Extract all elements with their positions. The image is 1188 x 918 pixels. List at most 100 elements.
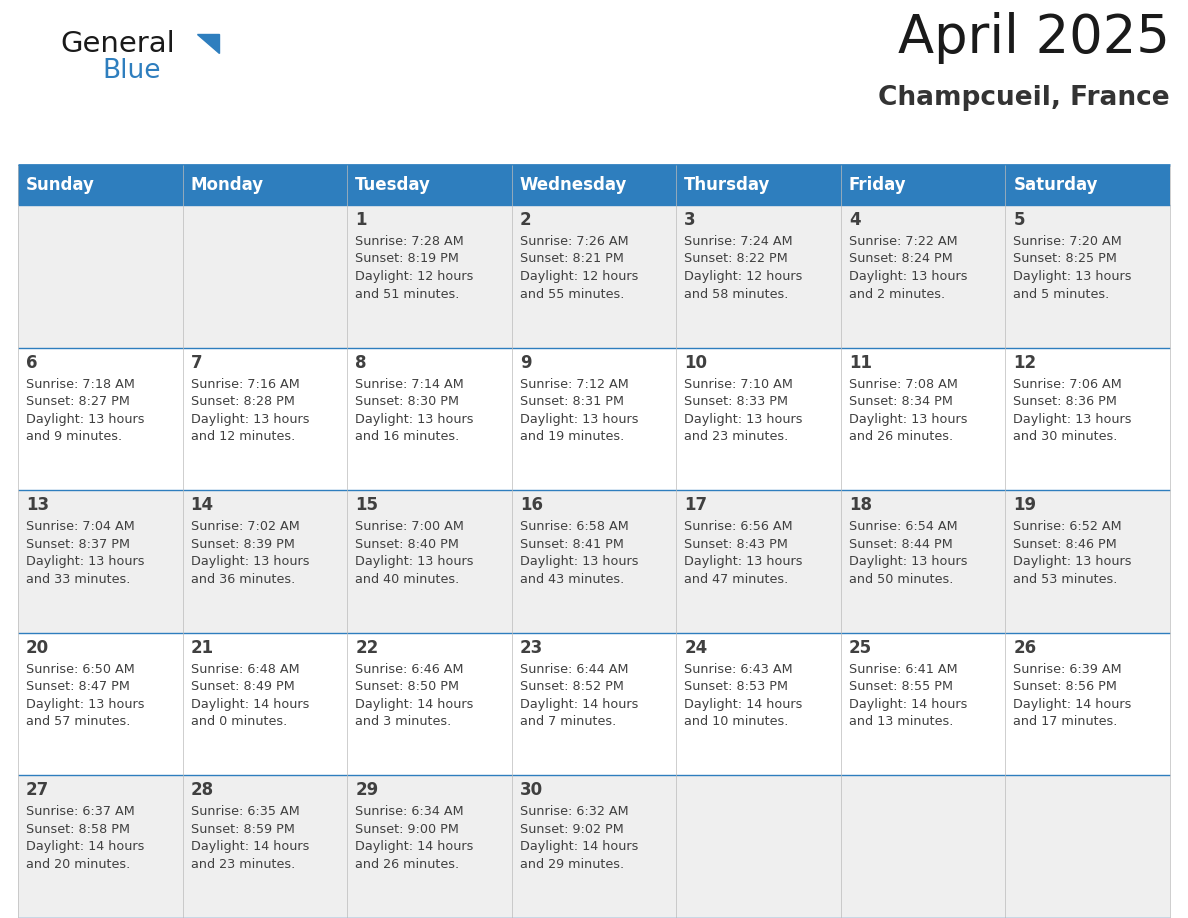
Text: Daylight: 14 hours: Daylight: 14 hours xyxy=(849,698,967,711)
Text: Sunset: 8:50 PM: Sunset: 8:50 PM xyxy=(355,680,459,693)
Text: Sunset: 8:30 PM: Sunset: 8:30 PM xyxy=(355,395,459,409)
Text: and 26 minutes.: and 26 minutes. xyxy=(849,431,953,443)
Bar xyxy=(841,165,1005,205)
Text: Sunday: Sunday xyxy=(26,176,95,194)
Bar xyxy=(1005,165,1170,205)
Text: and 3 minutes.: and 3 minutes. xyxy=(355,715,451,728)
Text: 18: 18 xyxy=(849,497,872,514)
Text: Sunrise: 7:16 AM: Sunrise: 7:16 AM xyxy=(190,377,299,390)
Text: 12: 12 xyxy=(1013,353,1037,372)
Text: Sunrise: 7:22 AM: Sunrise: 7:22 AM xyxy=(849,235,958,248)
Text: 26: 26 xyxy=(1013,639,1037,656)
Bar xyxy=(18,205,183,348)
Bar xyxy=(1005,490,1170,633)
Text: Sunset: 8:58 PM: Sunset: 8:58 PM xyxy=(26,823,129,836)
Bar xyxy=(512,165,676,205)
Bar xyxy=(512,205,676,348)
Bar xyxy=(676,348,841,490)
Text: Daylight: 14 hours: Daylight: 14 hours xyxy=(190,698,309,711)
Text: and 16 minutes.: and 16 minutes. xyxy=(355,431,460,443)
Text: Sunrise: 6:43 AM: Sunrise: 6:43 AM xyxy=(684,663,792,676)
Text: Sunset: 8:47 PM: Sunset: 8:47 PM xyxy=(26,680,129,693)
Text: Sunset: 8:28 PM: Sunset: 8:28 PM xyxy=(190,395,295,409)
Text: 3: 3 xyxy=(684,211,696,229)
Text: Sunrise: 7:18 AM: Sunrise: 7:18 AM xyxy=(26,377,135,390)
Text: Sunrise: 7:28 AM: Sunrise: 7:28 AM xyxy=(355,235,463,248)
Text: and 7 minutes.: and 7 minutes. xyxy=(519,715,615,728)
Bar xyxy=(676,490,841,633)
Text: 30: 30 xyxy=(519,781,543,800)
Text: Daylight: 14 hours: Daylight: 14 hours xyxy=(684,698,803,711)
Bar xyxy=(347,165,512,205)
Bar xyxy=(512,633,676,776)
Text: Daylight: 13 hours: Daylight: 13 hours xyxy=(355,412,474,426)
Text: Daylight: 13 hours: Daylight: 13 hours xyxy=(849,555,967,568)
Bar xyxy=(841,490,1005,633)
Text: Sunset: 8:27 PM: Sunset: 8:27 PM xyxy=(26,395,129,409)
Text: Sunrise: 7:10 AM: Sunrise: 7:10 AM xyxy=(684,377,794,390)
Bar xyxy=(347,205,512,348)
Bar xyxy=(347,348,512,490)
Text: Sunset: 8:49 PM: Sunset: 8:49 PM xyxy=(190,680,295,693)
Text: Sunrise: 6:46 AM: Sunrise: 6:46 AM xyxy=(355,663,463,676)
Text: Daylight: 14 hours: Daylight: 14 hours xyxy=(355,698,474,711)
Text: 21: 21 xyxy=(190,639,214,656)
Text: Sunset: 9:00 PM: Sunset: 9:00 PM xyxy=(355,823,459,836)
Text: and 47 minutes.: and 47 minutes. xyxy=(684,573,789,586)
Text: Sunset: 9:02 PM: Sunset: 9:02 PM xyxy=(519,823,624,836)
Bar xyxy=(347,490,512,633)
Text: 27: 27 xyxy=(26,781,49,800)
Text: Daylight: 13 hours: Daylight: 13 hours xyxy=(355,555,474,568)
Text: and 12 minutes.: and 12 minutes. xyxy=(190,431,295,443)
Bar xyxy=(676,205,841,348)
Text: Daylight: 14 hours: Daylight: 14 hours xyxy=(519,698,638,711)
Text: and 13 minutes.: and 13 minutes. xyxy=(849,715,953,728)
Text: 29: 29 xyxy=(355,781,379,800)
Bar xyxy=(841,205,1005,348)
Text: 23: 23 xyxy=(519,639,543,656)
Text: 24: 24 xyxy=(684,639,708,656)
Text: General: General xyxy=(61,30,175,58)
Text: 11: 11 xyxy=(849,353,872,372)
Text: Daylight: 13 hours: Daylight: 13 hours xyxy=(684,555,803,568)
Text: and 40 minutes.: and 40 minutes. xyxy=(355,573,460,586)
Text: 28: 28 xyxy=(190,781,214,800)
Text: 9: 9 xyxy=(519,353,531,372)
Text: Sunset: 8:22 PM: Sunset: 8:22 PM xyxy=(684,252,788,265)
Text: Daylight: 12 hours: Daylight: 12 hours xyxy=(355,270,474,283)
Text: and 26 minutes.: and 26 minutes. xyxy=(355,858,460,871)
Bar xyxy=(18,348,183,490)
Bar xyxy=(1005,348,1170,490)
Text: and 19 minutes.: and 19 minutes. xyxy=(519,431,624,443)
Text: Sunset: 8:19 PM: Sunset: 8:19 PM xyxy=(355,252,459,265)
Text: 14: 14 xyxy=(190,497,214,514)
Text: Sunrise: 6:54 AM: Sunrise: 6:54 AM xyxy=(849,521,958,533)
Text: Daylight: 14 hours: Daylight: 14 hours xyxy=(519,840,638,854)
Text: and 36 minutes.: and 36 minutes. xyxy=(190,573,295,586)
Text: Daylight: 13 hours: Daylight: 13 hours xyxy=(519,412,638,426)
Text: Daylight: 13 hours: Daylight: 13 hours xyxy=(26,698,145,711)
Text: Sunrise: 6:37 AM: Sunrise: 6:37 AM xyxy=(26,805,134,819)
Text: 1: 1 xyxy=(355,211,367,229)
Text: Sunrise: 6:52 AM: Sunrise: 6:52 AM xyxy=(1013,521,1121,533)
Text: Sunset: 8:37 PM: Sunset: 8:37 PM xyxy=(26,538,129,551)
Bar xyxy=(841,633,1005,776)
Text: Daylight: 14 hours: Daylight: 14 hours xyxy=(190,840,309,854)
Bar xyxy=(18,633,183,776)
Text: Saturday: Saturday xyxy=(1013,176,1098,194)
Text: Sunset: 8:25 PM: Sunset: 8:25 PM xyxy=(1013,252,1117,265)
Text: 19: 19 xyxy=(1013,497,1037,514)
Bar xyxy=(347,633,512,776)
Text: April 2025: April 2025 xyxy=(898,12,1170,64)
Text: Daylight: 13 hours: Daylight: 13 hours xyxy=(190,555,309,568)
Text: Daylight: 13 hours: Daylight: 13 hours xyxy=(26,555,145,568)
Text: and 29 minutes.: and 29 minutes. xyxy=(519,858,624,871)
Text: Daylight: 13 hours: Daylight: 13 hours xyxy=(26,412,145,426)
Text: Daylight: 12 hours: Daylight: 12 hours xyxy=(684,270,803,283)
Text: 2: 2 xyxy=(519,211,531,229)
Text: and 55 minutes.: and 55 minutes. xyxy=(519,287,624,300)
Text: and 17 minutes.: and 17 minutes. xyxy=(1013,715,1118,728)
Text: Thursday: Thursday xyxy=(684,176,771,194)
Text: and 51 minutes.: and 51 minutes. xyxy=(355,287,460,300)
Text: Sunrise: 6:35 AM: Sunrise: 6:35 AM xyxy=(190,805,299,819)
